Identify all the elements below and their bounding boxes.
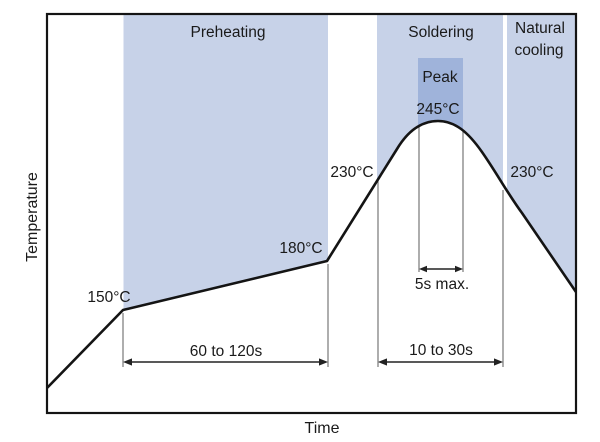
x-axis-label: Time xyxy=(305,420,340,437)
arrow-head-right-icon xyxy=(455,265,463,273)
temp-180-label: 180°C xyxy=(279,240,322,257)
temp-230-left-label: 230°C xyxy=(330,164,373,181)
peak-temp-label: 245°C xyxy=(416,101,459,118)
preheating-label: Preheating xyxy=(191,24,266,41)
soldering-label: Soldering xyxy=(408,24,474,41)
natural-cooling-label-line1: Natural xyxy=(515,20,565,37)
arrow-head-left-icon xyxy=(378,358,387,366)
plot-border xyxy=(45,12,578,415)
preheat-duration-label: 60 to 120s xyxy=(190,343,263,360)
peak-label: Peak xyxy=(422,69,458,86)
dimension-extension-lines xyxy=(122,127,504,367)
arrow-head-right-icon xyxy=(319,358,328,366)
temp-230-right-label: 230°C xyxy=(510,164,553,181)
solder-duration-label: 10 to 30s xyxy=(409,342,473,359)
arrow-head-left-icon xyxy=(419,265,427,273)
natural-cooling-label-line2: cooling xyxy=(514,42,563,59)
y-axis-label: Temperature xyxy=(24,172,41,262)
peak-duration-label: 5s max. xyxy=(415,276,469,293)
arrow-head-left-icon xyxy=(123,358,132,366)
temperature-curve xyxy=(46,119,578,389)
natural-cooling-band xyxy=(507,15,576,388)
dimension-arrows xyxy=(123,265,503,366)
arrow-head-right-icon xyxy=(494,358,503,366)
temp-150-label: 150°C xyxy=(87,289,130,306)
